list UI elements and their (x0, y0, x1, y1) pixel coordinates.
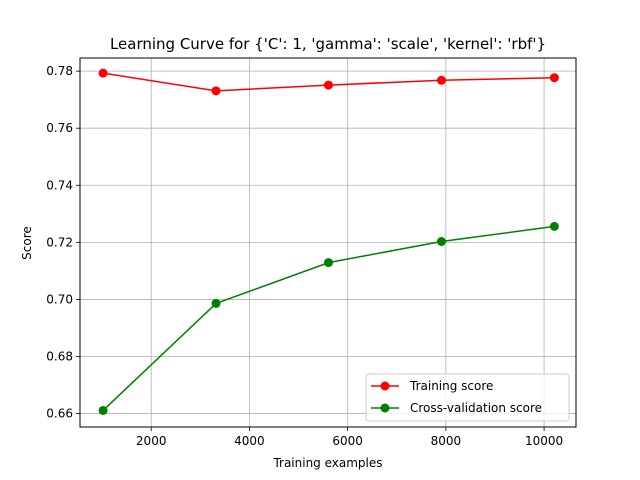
y-tick-label: 0.66 (46, 407, 73, 421)
y-tick-label: 0.72 (46, 235, 73, 249)
series-layer (98, 68, 559, 415)
grid-lines (80, 58, 576, 427)
x-tick-label: 8000 (431, 434, 462, 448)
x-tick-label: 4000 (234, 434, 265, 448)
legend-label-training: Training score (409, 379, 493, 393)
y-tick-label: 0.70 (46, 292, 73, 306)
y-tick-label: 0.76 (46, 121, 73, 135)
series-1-point (323, 258, 333, 268)
legend-marker-training (380, 381, 390, 391)
series-1-point (436, 237, 446, 247)
series-1-point (98, 405, 108, 415)
legend-marker-cross-validation (380, 403, 390, 413)
series-0-point (549, 73, 559, 83)
series-1-point (211, 298, 221, 308)
x-tick-label: 2000 (136, 434, 167, 448)
chart-title: Learning Curve for {'C': 1, 'gamma': 'sc… (110, 35, 546, 53)
series-0-point (323, 80, 333, 90)
legend-box (365, 373, 570, 422)
y-tick-label: 0.78 (46, 64, 73, 78)
series-1-point (549, 221, 559, 231)
x-axis-label: Training examples (272, 456, 382, 470)
y-axis-label: Score (20, 226, 34, 260)
y-tick-label: 0.74 (46, 178, 73, 192)
series-0-point (211, 86, 221, 96)
x-tick-label: 10000 (525, 434, 563, 448)
legend-label-cross-validation: Cross-validation score (410, 401, 542, 415)
legend: Training score Cross-validation score (365, 373, 570, 422)
series-0-point (98, 68, 108, 78)
x-tick-label: 6000 (332, 434, 363, 448)
axis-ticks: 2000 4000 6000 8000 10000 0.66 0.68 0.70 0.72 0.7… (46, 64, 563, 448)
series-0-point (436, 75, 446, 85)
y-tick-label: 0.68 (46, 350, 73, 364)
